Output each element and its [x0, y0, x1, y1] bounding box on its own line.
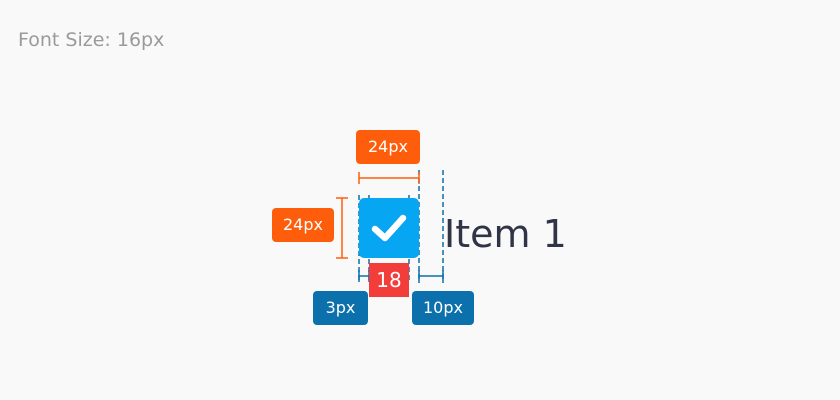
item-label: Item 1 — [444, 212, 567, 256]
font-size-caption: Font Size: 16px — [18, 29, 165, 51]
width-annotation-badge: 24px — [356, 130, 420, 164]
height-annotation-badge: 24px — [272, 208, 334, 242]
check-icon — [371, 214, 407, 242]
inner-size-annotation-badge: 18 — [369, 263, 409, 297]
padding-annotation-badge: 3px — [313, 291, 368, 325]
checkbox[interactable] — [359, 198, 419, 258]
gap-annotation-badge: 10px — [412, 291, 474, 325]
